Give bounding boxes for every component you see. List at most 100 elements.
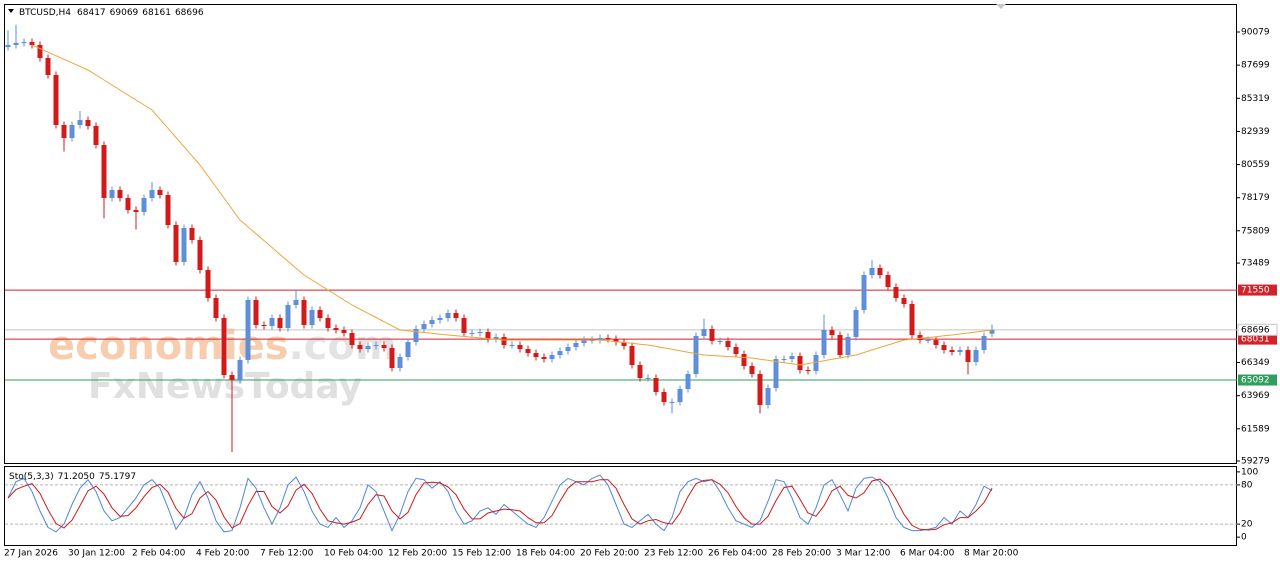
indicator-signal-readout: 75.1797	[99, 472, 136, 482]
candle-body	[781, 359, 787, 361]
x-tick-label: 30 Jan 12:00	[68, 549, 125, 559]
candle-body	[693, 336, 699, 375]
candle-body	[981, 336, 987, 351]
y-tick-label: 59279	[1241, 456, 1270, 466]
candle-body	[109, 190, 115, 198]
x-tick-label: 6 Mar 04:00	[900, 549, 955, 559]
header-low: 68161	[142, 8, 171, 18]
candle-body	[469, 333, 475, 335]
candle-body	[517, 345, 523, 350]
candle-body	[765, 388, 771, 406]
candle-body	[925, 340, 931, 342]
level-label: 65092	[1241, 376, 1270, 386]
candle-body	[853, 310, 859, 338]
candle-body	[661, 392, 667, 403]
candle-body	[77, 119, 83, 125]
candle-body	[445, 313, 451, 319]
candle-body	[957, 350, 963, 353]
candle-body	[869, 268, 875, 276]
y-tick-label: 0	[1241, 533, 1247, 543]
candle-body	[421, 324, 427, 330]
candle-body	[989, 329, 995, 334]
candle-body	[605, 338, 611, 340]
candle-body	[253, 300, 259, 326]
candle-body	[917, 335, 923, 341]
candle-body	[245, 300, 251, 361]
candle-body	[757, 374, 763, 406]
candle-body	[541, 357, 547, 360]
y-tick-label: 87699	[1241, 61, 1270, 71]
candle-body	[749, 366, 755, 375]
candle-body	[117, 190, 123, 198]
y-tick-label: 75809	[1241, 226, 1270, 236]
y-tick-label: 20	[1241, 520, 1253, 530]
candle-body	[453, 313, 459, 319]
x-tick-label: 12 Feb 20:00	[388, 549, 447, 559]
candle-body	[173, 225, 179, 263]
candle-body	[157, 190, 163, 196]
candle-body	[437, 318, 443, 321]
x-tick-label: 28 Feb 20:00	[772, 549, 831, 559]
candle-body	[229, 375, 235, 381]
candle-body	[725, 341, 731, 348]
candle-body	[821, 330, 827, 356]
candle-body	[509, 345, 515, 347]
y-tick-label: 80	[1241, 480, 1253, 490]
indicator-panel	[4, 466, 1237, 546]
candle-body	[53, 74, 59, 125]
candle-body	[405, 342, 411, 358]
candle-body	[909, 304, 915, 336]
candle-body	[773, 359, 779, 389]
candle-body	[637, 365, 643, 379]
indicator-title: Sto(5,3,3)	[9, 472, 54, 482]
x-tick-label: 20 Feb 20:00	[580, 549, 639, 559]
candle-body	[261, 325, 267, 327]
candle-body	[549, 355, 555, 360]
candle-body	[941, 345, 947, 351]
candle-body	[381, 345, 387, 349]
candle-body	[325, 318, 331, 329]
candle-body	[213, 298, 219, 319]
header: BTCUSD,H4 68417 69069 68161 68696	[19, 8, 204, 18]
y-tick-label: 80559	[1241, 160, 1270, 170]
candle-body	[37, 44, 43, 58]
y-tick-label: 100	[1241, 467, 1258, 477]
y-tick-label: 78179	[1241, 193, 1270, 203]
candle-body	[277, 318, 283, 329]
y-tick-label: 85319	[1241, 94, 1270, 104]
candle-body	[357, 345, 363, 350]
candle-body	[645, 378, 651, 380]
level-label-box	[1238, 333, 1277, 345]
candle-body	[45, 57, 51, 75]
candle-body	[397, 357, 403, 369]
candle-body	[533, 353, 539, 358]
x-tick-label: 7 Feb 12:00	[260, 549, 314, 559]
candle-body	[669, 402, 675, 404]
candle-body	[69, 124, 75, 138]
level-label-box	[1238, 374, 1277, 386]
symbol: BTCUSD,H4	[19, 8, 71, 18]
candle-body	[597, 338, 603, 341]
candle-body	[845, 337, 851, 356]
y-tick-label: 66349	[1241, 358, 1270, 368]
x-tick-label: 10 Feb 04:00	[324, 549, 383, 559]
candle-body	[741, 354, 747, 367]
candle-body	[789, 356, 795, 360]
candle-body	[333, 328, 339, 331]
indicator-line	[7, 478, 993, 531]
candle-body	[965, 350, 971, 363]
candle-body	[61, 124, 67, 138]
candle-body	[861, 275, 867, 311]
candle-body	[221, 318, 227, 376]
candle-body	[93, 125, 99, 145]
y-tick-label: 90079	[1241, 27, 1270, 37]
y-tick-label: 63969	[1241, 391, 1270, 401]
price-panel	[4, 4, 1237, 464]
candle-body	[5, 44, 11, 48]
candle-body	[461, 318, 467, 334]
y-tick-label: 73489	[1241, 259, 1270, 269]
candle-body	[317, 310, 323, 319]
x-tick-label: 18 Feb 04:00	[516, 549, 575, 559]
candle-body	[797, 356, 803, 371]
